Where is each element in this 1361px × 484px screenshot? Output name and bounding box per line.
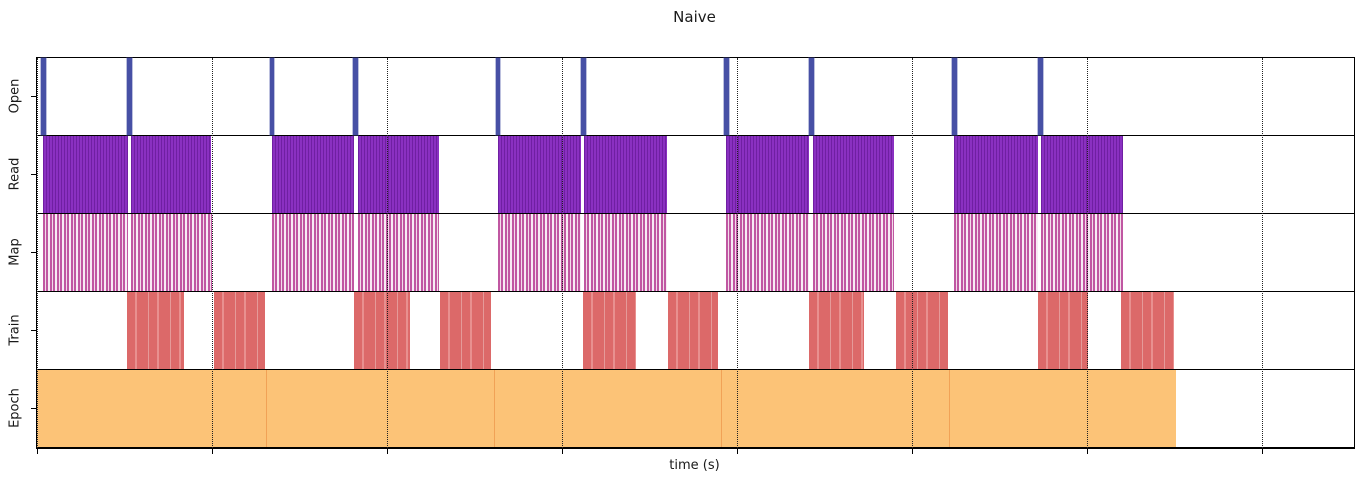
row-label-train: Train (7, 314, 23, 346)
x-axis-tick (561, 448, 563, 454)
epoch-bar (721, 370, 950, 447)
open-bar (40, 58, 46, 135)
open-bar (352, 58, 358, 135)
map-bar (131, 214, 213, 291)
train-bar (126, 292, 184, 369)
train-bar (895, 292, 948, 369)
train-bar (214, 292, 265, 369)
map-bar (812, 214, 894, 291)
read-bar (131, 136, 211, 213)
read-bar (357, 136, 439, 213)
x-axis-tick (387, 448, 389, 454)
train-bar (667, 292, 718, 369)
map-bar (583, 214, 668, 291)
y-axis-tick (31, 330, 36, 331)
open-bar (495, 58, 501, 135)
read-bar (43, 136, 128, 213)
x-axis-label: time (s) (669, 458, 720, 473)
read-bar (954, 136, 1039, 213)
epoch-bar (266, 370, 494, 447)
x-gridline (912, 58, 913, 448)
open-bar (269, 58, 275, 135)
y-axis-tick (31, 408, 36, 409)
train-bar (1121, 292, 1174, 369)
x-gridline (561, 58, 563, 448)
read-bar (583, 136, 668, 213)
plot-area (36, 57, 1355, 454)
map-bar (271, 214, 354, 291)
y-axis-tick (31, 252, 36, 253)
open-bar (723, 58, 729, 135)
chart-title: Naive (673, 8, 716, 26)
train-bar (809, 292, 864, 369)
x-axis-tick (1087, 448, 1089, 454)
read-bar (1040, 136, 1123, 213)
open-bar (126, 58, 132, 135)
x-gridline (1087, 58, 1089, 448)
read-bar (271, 136, 354, 213)
train-bar (354, 292, 410, 369)
x-gridline (387, 58, 389, 448)
x-gridline (1261, 58, 1263, 448)
row-label-epoch: Epoch (7, 388, 23, 428)
row-train (37, 292, 1354, 370)
map-bar (954, 214, 1039, 291)
row-label-map: Map (7, 238, 23, 266)
row-label-read: Read (7, 157, 23, 191)
open-bar (1037, 58, 1043, 135)
map-bar (357, 214, 439, 291)
map-bar (726, 214, 810, 291)
open-bar (580, 58, 586, 135)
open-bar (808, 58, 814, 135)
read-bar (812, 136, 894, 213)
x-gridline (37, 58, 38, 448)
x-axis-tick (912, 448, 913, 454)
row-label-open: Open (7, 78, 23, 114)
epoch-bar (493, 370, 722, 447)
x-gridline (736, 58, 738, 448)
epoch-bar (37, 370, 267, 447)
x-gridline (212, 58, 214, 448)
row-epoch (37, 370, 1354, 448)
row-read (37, 136, 1354, 214)
row-open (37, 58, 1354, 136)
read-bar (726, 136, 810, 213)
x-axis-tick (212, 448, 214, 454)
map-bar (497, 214, 582, 291)
open-bar (951, 58, 957, 135)
train-bar (1038, 292, 1088, 369)
y-axis-tick (31, 96, 36, 97)
train-bar (440, 292, 491, 369)
y-axis-tick (31, 174, 36, 175)
train-bar (583, 292, 636, 369)
x-axis-tick (1261, 448, 1263, 454)
x-axis-tick (736, 448, 738, 454)
row-map (37, 214, 1354, 292)
map-bar (43, 214, 128, 291)
map-bar (1040, 214, 1123, 291)
x-axis-tick (37, 448, 38, 454)
read-bar (497, 136, 582, 213)
epoch-bar (949, 370, 1176, 447)
